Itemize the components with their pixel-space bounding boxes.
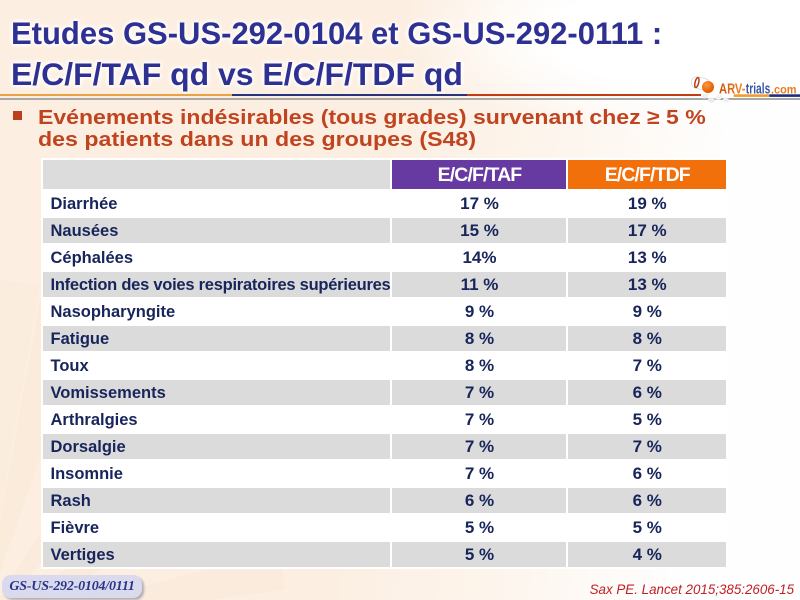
svg-text:.com: .com [771,82,797,96]
svg-text:ARV-: ARV- [719,81,746,97]
svg-text:trials: trials [746,81,771,97]
